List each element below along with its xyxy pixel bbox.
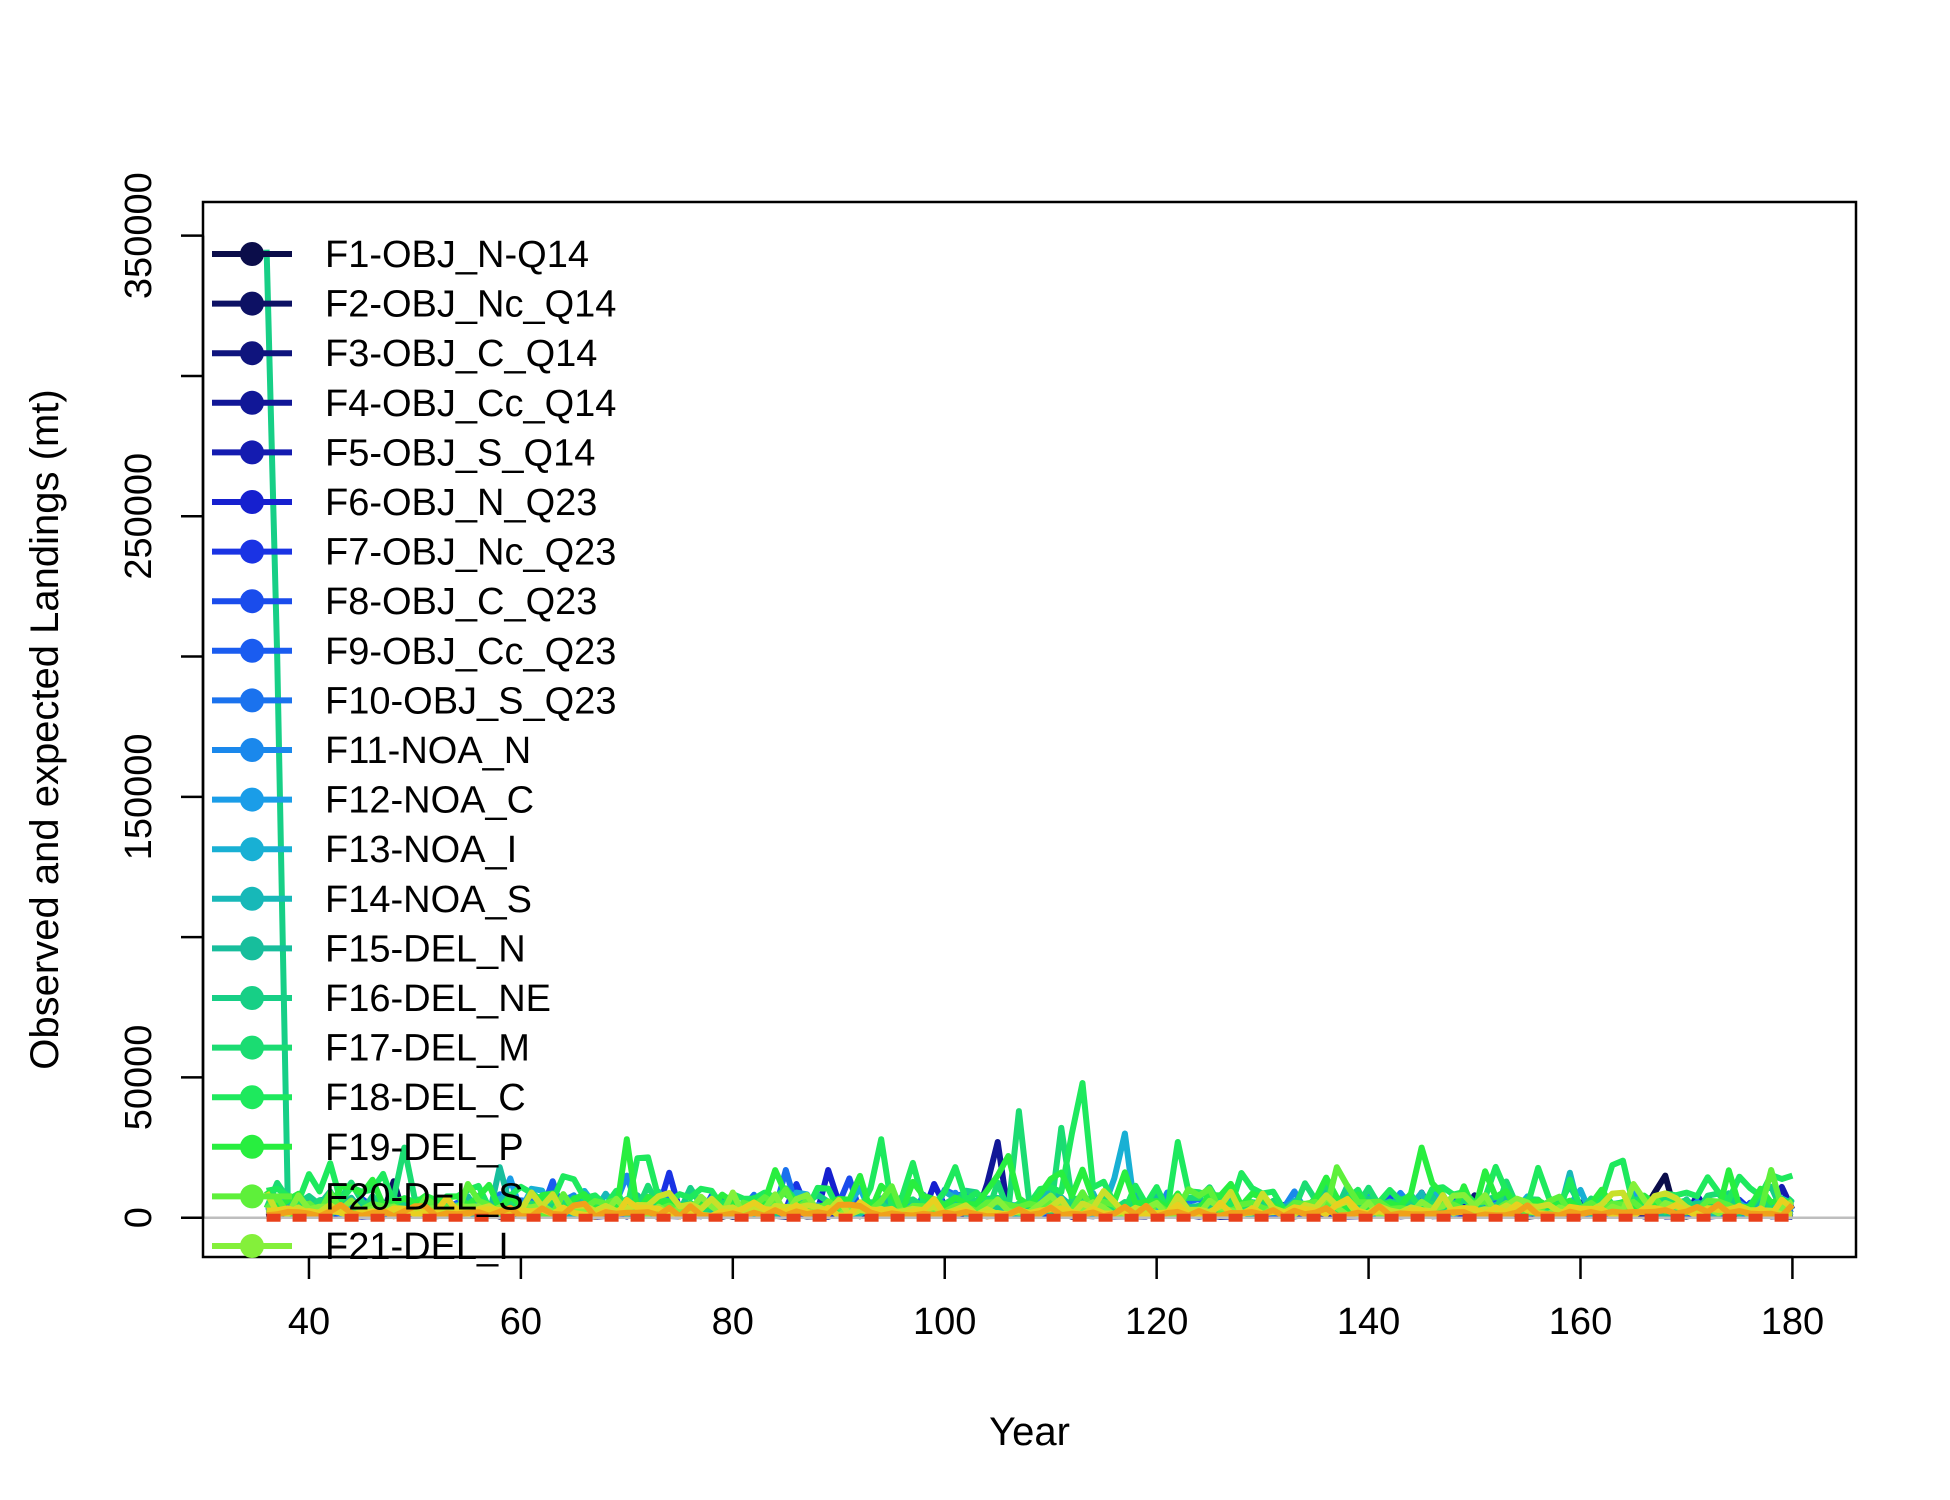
legend-label: F17-DEL_M xyxy=(325,1028,530,1070)
legend-marker xyxy=(240,837,264,862)
legend-label: F18-DEL_C xyxy=(325,1077,526,1119)
legend-marker xyxy=(240,490,264,514)
legend-marker xyxy=(240,1134,264,1159)
legend-marker xyxy=(240,936,264,961)
x-tick-label: 40 xyxy=(288,1301,330,1343)
x-tick-label: 60 xyxy=(500,1301,542,1343)
legend-marker xyxy=(240,986,264,1010)
x-tick-label: 160 xyxy=(1549,1301,1612,1343)
series-lines xyxy=(263,249,1796,1220)
legend-marker xyxy=(240,539,264,564)
y-axis: 0 50000 150000 250000 350000 xyxy=(118,172,205,1228)
legend-marker xyxy=(240,738,264,762)
legend-label: F11-NOA_N xyxy=(325,730,531,772)
y-tick-label: 150000 xyxy=(118,733,160,860)
legend-marker xyxy=(240,688,264,713)
legend-label: F16-DEL_NE xyxy=(325,978,551,1020)
legend-label: F13-NOA_I xyxy=(325,829,517,871)
legend-marker xyxy=(240,440,264,465)
legend-marker xyxy=(240,638,264,663)
legend-label: F8-OBJ_C_Q23 xyxy=(325,581,597,623)
legend-label: F15-DEL_N xyxy=(325,928,526,970)
y-tick-label: 0 xyxy=(118,1207,160,1228)
legend-marker xyxy=(240,291,264,316)
legend-marker xyxy=(240,341,264,366)
legend-label: F12-NOA_C xyxy=(325,780,534,822)
legend-marker xyxy=(240,1035,264,1060)
legend-label: F14-NOA_S xyxy=(325,879,532,921)
x-tick-label: 80 xyxy=(712,1301,754,1343)
x-tick-label: 120 xyxy=(1125,1301,1188,1343)
legend-marker xyxy=(240,242,264,266)
x-axis-title: Year xyxy=(989,1410,1070,1454)
legend-label: F7-OBJ_Nc_Q23 xyxy=(325,532,616,574)
y-axis-title: Observed and expected Landings (mt) xyxy=(23,389,67,1069)
legend-marker xyxy=(240,886,264,911)
x-axis: 40 60 80 100 120 140 160 180 xyxy=(288,1255,1824,1343)
x-tick-label: 140 xyxy=(1337,1301,1400,1343)
legend-marker xyxy=(240,589,264,614)
legend-label: F3-OBJ_C_Q14 xyxy=(325,333,597,375)
legend-label: F5-OBJ_S_Q14 xyxy=(325,432,595,474)
legend-marker xyxy=(240,1234,264,1258)
legend: F1-OBJ_N-Q14 F2-OBJ_Nc_Q14 F3-OBJ_C_Q14 F4-… xyxy=(212,234,616,1268)
x-tick-label: 180 xyxy=(1761,1301,1824,1343)
legend-label: F6-OBJ_N_Q23 xyxy=(325,482,597,524)
y-tick-label: 350000 xyxy=(118,172,160,299)
legend-label: F2-OBJ_Nc_Q14 xyxy=(325,284,616,326)
legend-marker xyxy=(240,1085,264,1110)
legend-label: F19-DEL_P xyxy=(325,1127,524,1169)
legend-marker xyxy=(240,787,264,812)
legend-label: F21-DEL_I xyxy=(325,1226,509,1268)
legend-label: F10-OBJ_S_Q23 xyxy=(325,680,616,722)
legend-label: F1-OBJ_N-Q14 xyxy=(325,234,589,276)
legend-marker xyxy=(240,390,264,415)
y-tick-label: 250000 xyxy=(118,453,160,580)
legend-label: F4-OBJ_Cc_Q14 xyxy=(325,383,616,425)
x-tick-label: 100 xyxy=(913,1301,976,1343)
legend-label: F20-DEL_S xyxy=(325,1176,524,1218)
legend-label: F9-OBJ_Cc_Q23 xyxy=(325,631,616,673)
legend-marker xyxy=(240,1184,264,1209)
y-tick-label: 50000 xyxy=(118,1025,160,1131)
